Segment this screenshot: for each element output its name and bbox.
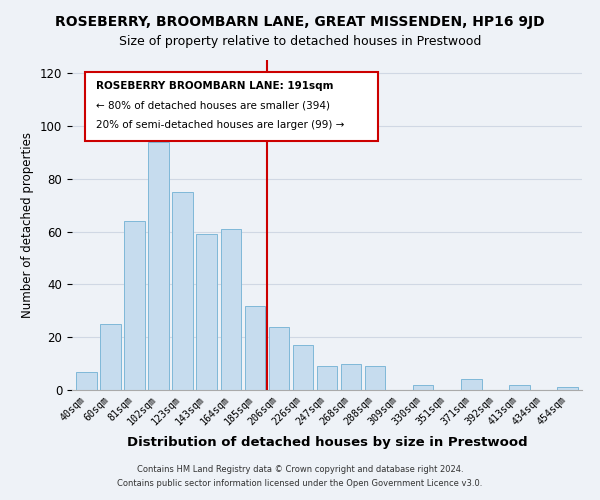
Bar xyxy=(245,306,265,390)
Text: 20% of semi-detached houses are larger (99) →: 20% of semi-detached houses are larger (… xyxy=(97,120,345,130)
FancyBboxPatch shape xyxy=(85,72,378,141)
Text: Size of property relative to detached houses in Prestwood: Size of property relative to detached ho… xyxy=(119,35,481,48)
Bar xyxy=(124,221,145,390)
Bar xyxy=(341,364,361,390)
Bar xyxy=(148,142,169,390)
X-axis label: Distribution of detached houses by size in Prestwood: Distribution of detached houses by size … xyxy=(127,436,527,448)
Bar xyxy=(557,388,578,390)
Bar xyxy=(100,324,121,390)
Bar xyxy=(461,380,482,390)
Bar xyxy=(221,229,241,390)
Bar xyxy=(269,326,289,390)
Bar xyxy=(196,234,217,390)
Text: ROSEBERRY BROOMBARN LANE: 191sqm: ROSEBERRY BROOMBARN LANE: 191sqm xyxy=(97,82,334,92)
Bar xyxy=(365,366,385,390)
Text: ← 80% of detached houses are smaller (394): ← 80% of detached houses are smaller (39… xyxy=(97,100,331,110)
Text: Contains HM Land Registry data © Crown copyright and database right 2024.
Contai: Contains HM Land Registry data © Crown c… xyxy=(118,466,482,487)
Bar xyxy=(172,192,193,390)
Bar xyxy=(509,384,530,390)
Text: ROSEBERRY, BROOMBARN LANE, GREAT MISSENDEN, HP16 9JD: ROSEBERRY, BROOMBARN LANE, GREAT MISSEND… xyxy=(55,15,545,29)
Bar xyxy=(413,384,433,390)
Bar xyxy=(76,372,97,390)
Bar xyxy=(293,345,313,390)
Bar xyxy=(317,366,337,390)
Y-axis label: Number of detached properties: Number of detached properties xyxy=(22,132,34,318)
